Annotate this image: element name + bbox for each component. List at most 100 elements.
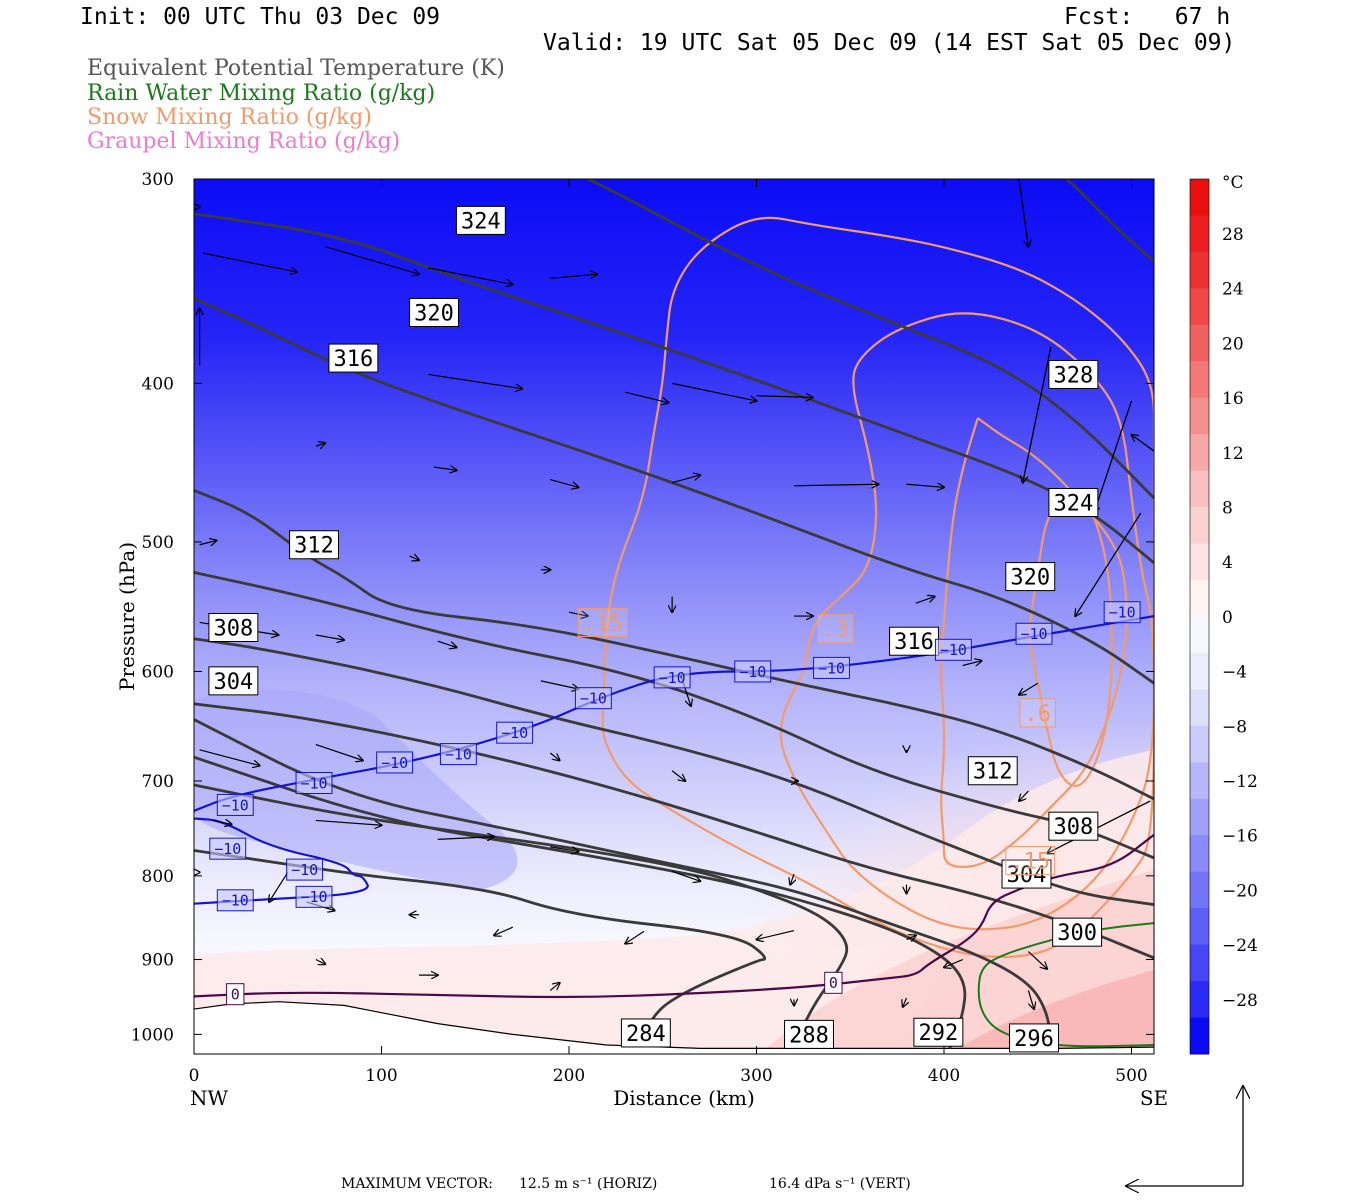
colorbar-segment (1190, 470, 1209, 508)
colorbar-tick-label: 20 (1222, 334, 1244, 354)
theta-e-label-box (1048, 359, 1099, 389)
temp-minus10-label: −10 (1020, 625, 1047, 643)
theta-e-label: 328 (1054, 363, 1094, 388)
theta-e-contour-296 (194, 718, 1053, 1042)
wind-vector (549, 983, 559, 991)
theta-e-label-box (208, 612, 259, 642)
legend-rain: Rain Water Mixing Ratio (g/kg) (87, 81, 436, 106)
wind-vector (428, 373, 522, 388)
snow-label-box (577, 607, 628, 637)
temp-minus10-label-box (1015, 622, 1053, 645)
temp-zero-label: 0 (231, 986, 240, 1004)
wind-vector (1027, 951, 1047, 969)
temp-minus10-label-box (216, 889, 254, 912)
legend-theta-e: Equivalent Potential Temperature (K) (87, 56, 505, 81)
x-tick-label: 300 (740, 1066, 772, 1086)
theta-e-label: 316 (334, 347, 374, 372)
wind-vector (790, 873, 794, 885)
temp-minus10-label: −10 (222, 796, 249, 814)
colorbar-tick-label: −4 (1222, 663, 1247, 683)
wind-vector (433, 467, 457, 470)
theta-e-label-box (1048, 811, 1099, 841)
wind-vector (550, 846, 578, 852)
temp-minus10-label: −10 (291, 861, 318, 879)
colorbar-segment (1190, 580, 1209, 617)
wind-vector (315, 819, 382, 825)
max-vector-vert: 16.4 dPa s⁻¹ (VERT) (769, 1176, 911, 1192)
theta-e-label: 308 (214, 616, 254, 641)
x-tick-label: 400 (928, 1066, 960, 1086)
plot-frame (193, 178, 1155, 1055)
colorbar-segment (1190, 981, 1209, 1019)
colorbar-segment (1190, 944, 1209, 982)
theta-e-contour-324 (584, 179, 1154, 499)
reference-vector (1126, 1086, 1243, 1186)
x-tick-label: 200 (553, 1066, 585, 1086)
endpoint-nw: NW (190, 1086, 229, 1110)
wind-vector-long (1132, 435, 1154, 452)
temp-minus10-label: −10 (580, 690, 607, 708)
colorbar-segment (1190, 215, 1209, 253)
colorbar-tick-label: 12 (1222, 444, 1244, 464)
theta-e-label: 312 (973, 760, 1013, 785)
temp-zero-label-box (824, 971, 843, 994)
temp-minus10-label-box (286, 858, 324, 881)
theta-e-label-box (620, 1018, 671, 1048)
temp-minus10-label: −10 (1109, 604, 1136, 622)
colorbar-segment (1190, 361, 1209, 399)
wind-vector (1027, 990, 1034, 1009)
temp-minus10-label-box (496, 721, 534, 744)
y-tick-label: 1000 (131, 1025, 174, 1045)
theta-e-label: 304 (214, 670, 254, 695)
wind-vector (962, 661, 982, 666)
colorbar-tick-label: 28 (1222, 225, 1244, 245)
temp-minus10-label-box (934, 638, 972, 661)
wind-vector (409, 556, 419, 560)
colorbar-tick-label: −8 (1222, 717, 1247, 737)
colorbar-segment (1190, 434, 1209, 472)
x-axis-label: Distance (km) (613, 1086, 755, 1110)
wind-vector (756, 396, 813, 398)
colorbar-tick-label: −20 (1222, 881, 1258, 901)
wind-vector (437, 640, 457, 647)
colorbar-tick-label: 16 (1222, 389, 1244, 409)
wind-vector (906, 484, 945, 487)
temp-minus10-label-box (813, 656, 850, 679)
wind-vector (199, 749, 260, 766)
plot-background (194, 179, 1154, 1054)
wind-vector (325, 246, 419, 274)
wind-vector-long (832, 35, 870, 117)
wind-vector (550, 274, 597, 279)
snow-label: .15 (583, 611, 623, 636)
temp-minus10-line (194, 615, 1154, 812)
temp-minus10-label-box (216, 793, 254, 816)
x-tick-label: 0 (189, 1066, 200, 1086)
colorbar-tick-label: 8 (1222, 499, 1233, 519)
theta-e-label-box (409, 297, 459, 327)
wind-vector (906, 935, 916, 939)
theta-e-label-box (913, 1017, 964, 1047)
colorbar-segment (1190, 762, 1209, 800)
theta-e-contour-328 (1064, 179, 1154, 263)
wind-vector (1019, 790, 1029, 801)
theta-e-contour-292 (194, 755, 967, 1049)
temp-minus10-label-box (376, 751, 414, 774)
theta-e-label: 324 (1054, 491, 1094, 516)
temp-minus10-label-box (734, 660, 772, 683)
wind-vector (672, 382, 756, 401)
colorbar-segment (1190, 397, 1209, 435)
theta-e-label-box (1005, 562, 1056, 592)
wind-vector (315, 443, 325, 446)
wind-vector (625, 391, 668, 402)
contour-labels: 324 320 316 312 308 304 316 312 308 304 300 284 288 2… (208, 205, 1141, 1053)
wind-vector (793, 484, 878, 486)
theta-e-label: 296 (1014, 1027, 1054, 1052)
init-time: Init: 00 UTC Thu 03 Dec 09 (80, 4, 441, 30)
colorbar-segment (1190, 543, 1209, 581)
wind-vector-long (1075, 512, 1142, 616)
y-tick-label: 600 (142, 662, 174, 682)
snow-contour-0 (601, 216, 1154, 959)
temp-minus10-label-box (209, 837, 247, 860)
temp-minus10-label: −10 (818, 659, 845, 677)
